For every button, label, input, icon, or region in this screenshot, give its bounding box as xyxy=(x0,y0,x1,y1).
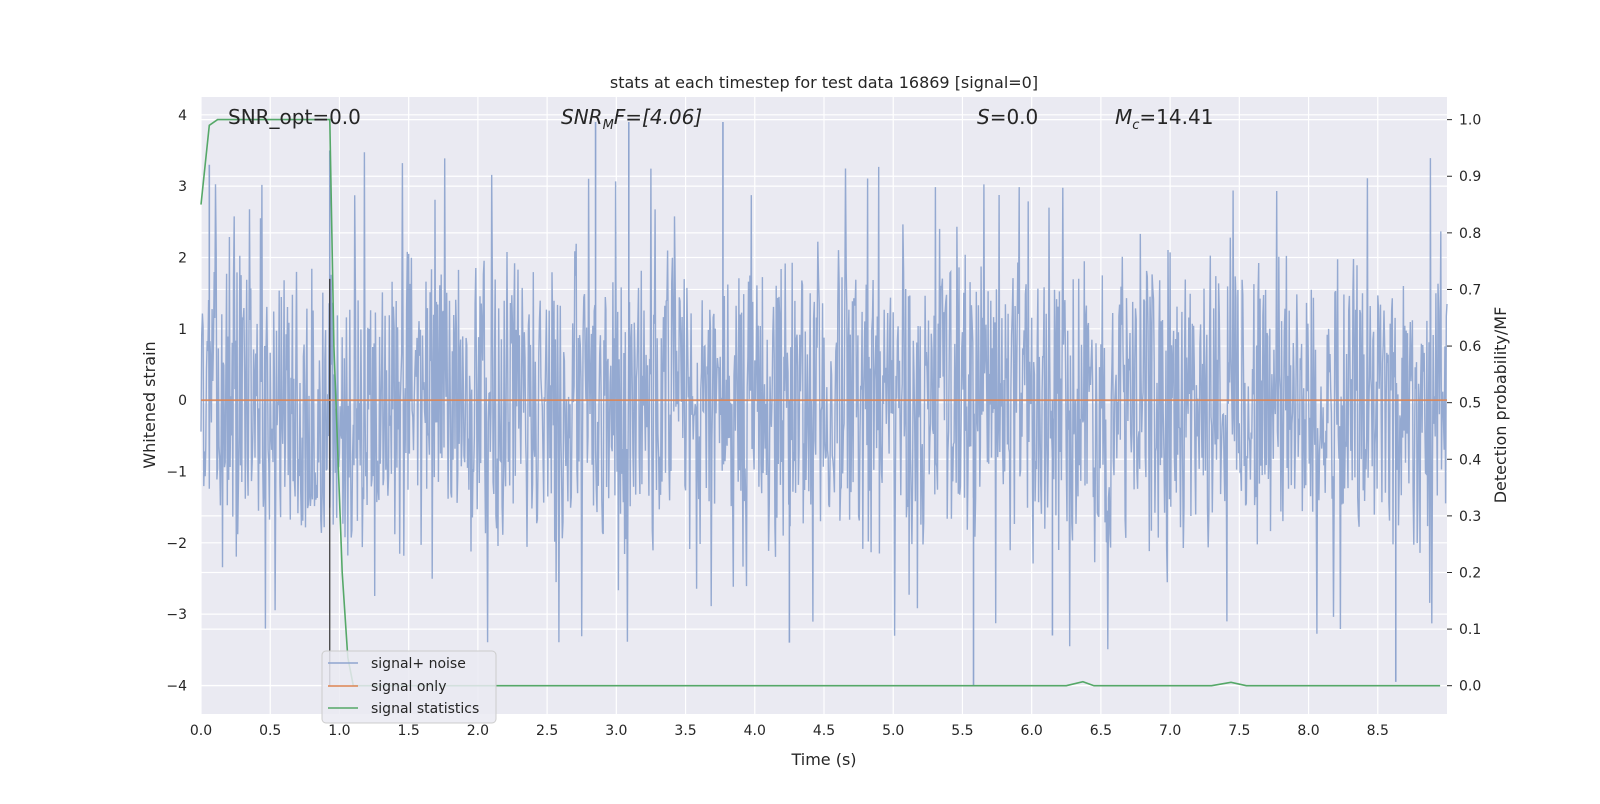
x-tick-label: 4.5 xyxy=(813,723,835,739)
mc-base: M xyxy=(1115,105,1132,129)
x-tick-label: 3.5 xyxy=(674,723,696,739)
y-tick-label: 2 xyxy=(178,250,187,266)
y-tick-label: −3 xyxy=(166,607,187,623)
s-italic: S xyxy=(977,105,990,129)
x-tick-label: 2.5 xyxy=(536,723,558,739)
legend: signal+ noise signal only signal statist… xyxy=(321,650,497,724)
legend-label-noise: signal+ noise xyxy=(371,656,466,672)
x-tick-label: 6.0 xyxy=(1021,723,1043,739)
x-tick-label: 1.0 xyxy=(328,723,350,739)
y-axis: 4 3 2 1 0 −1 −2 −3 −4 xyxy=(166,108,187,695)
y2-tick-label: 1.0 xyxy=(1459,113,1481,129)
y-tick-label: −2 xyxy=(166,536,187,552)
y2-tick-label: 0.6 xyxy=(1459,339,1481,355)
y2-tick-label: 0.8 xyxy=(1459,226,1481,242)
mc-rest: =14.41 xyxy=(1139,105,1213,129)
y-axis-label: Whitened strain xyxy=(140,341,159,468)
series-signal-noise xyxy=(200,152,1448,650)
x-tick-label: 8.0 xyxy=(1297,723,1319,739)
y2-tick-label: 0.9 xyxy=(1459,169,1481,185)
noise-series xyxy=(200,121,1448,686)
y2-axis-label: Detection probability/MF xyxy=(1491,307,1510,504)
y2-axis: 1.0 0.9 0.8 0.7 0.6 0.5 0.4 0.3 0.2 0.1 0.0 xyxy=(1447,113,1481,695)
snr-mf-base: SNR xyxy=(561,105,603,129)
x-axis: 0.0 0.5 1.0 1.5 2.0 2.5 3.0 3.5 4.0 4.5 5.0 5.5 6.0 6… xyxy=(190,723,1389,739)
x-axis-label: Time (s) xyxy=(790,750,856,769)
snr-mf-rest: F=[4.06] xyxy=(614,105,702,129)
x-tick-label: 0.0 xyxy=(190,723,212,739)
annotation-snr-mf: SNRMF=[4.06] xyxy=(561,105,702,133)
y-tick-label: 0 xyxy=(178,393,187,409)
y2-tick-label: 0.1 xyxy=(1459,622,1481,638)
chart-title: stats at each timestep for test data 168… xyxy=(610,73,1038,92)
x-tick-label: 2.0 xyxy=(467,723,489,739)
legend-label-statistics: signal statistics xyxy=(371,701,479,717)
x-tick-label: 7.0 xyxy=(1159,723,1181,739)
s-rest: =0.0 xyxy=(990,105,1039,129)
x-tick-label: 8.5 xyxy=(1367,723,1389,739)
mc-sub: c xyxy=(1132,118,1139,133)
y2-tick-label: 0.0 xyxy=(1459,679,1481,695)
annotation-mc: Mc=14.41 xyxy=(1115,105,1213,133)
x-tick-label: 5.0 xyxy=(882,723,904,739)
legend-box xyxy=(321,650,497,724)
y-tick-label: −4 xyxy=(166,678,187,694)
y2-tick-label: 0.3 xyxy=(1459,509,1481,525)
y-tick-label: −1 xyxy=(166,464,187,480)
x-tick-label: 0.5 xyxy=(259,723,281,739)
y-tick-label: 1 xyxy=(178,322,187,338)
y-tick-label: 3 xyxy=(178,179,187,195)
y2-tick-label: 0.4 xyxy=(1459,452,1481,468)
y-tick-label: 4 xyxy=(178,108,187,124)
x-tick-label: 4.0 xyxy=(744,723,766,739)
x-tick-label: 3.0 xyxy=(605,723,627,739)
y2-tick-label: 0.2 xyxy=(1459,565,1481,581)
y2-tick-label: 0.5 xyxy=(1459,396,1481,412)
x-tick-label: 1.5 xyxy=(398,723,420,739)
y2-tick-label: 0.7 xyxy=(1459,282,1481,298)
x-tick-label: 5.5 xyxy=(951,723,973,739)
x-tick-label: 6.5 xyxy=(1090,723,1112,739)
x-tick-label: 7.5 xyxy=(1228,723,1250,739)
annotation-s: S=0.0 xyxy=(977,105,1038,129)
annotation-snr-opt: SNR_opt=0.0 xyxy=(228,105,361,129)
legend-label-signal-only: signal only xyxy=(371,679,446,695)
snr-mf-sub: M xyxy=(603,118,614,133)
